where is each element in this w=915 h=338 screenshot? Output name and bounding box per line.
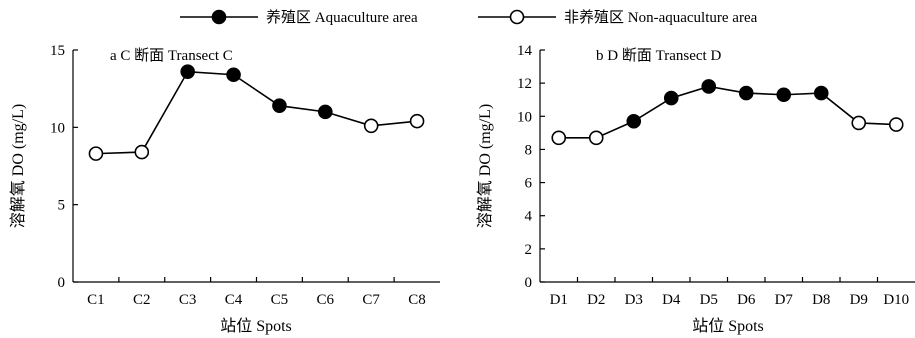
aquaculture-point	[701, 79, 717, 94]
aquaculture-point	[776, 87, 792, 103]
y-axis-title: 溶解氧 DO (mg/L)	[476, 104, 494, 228]
x-tick-label: C7	[362, 292, 380, 308]
x-tick-label: C2	[133, 292, 151, 308]
chart-title: a C 断面 Transect C	[110, 47, 233, 64]
non-aquaculture-point	[888, 117, 904, 132]
chart-panel-a: a C 断面 Transect C 站位 Spots 溶解氧 DO (mg/L)…	[9, 43, 440, 335]
x-tick-label: D5	[700, 292, 718, 308]
y-tick-label: 4	[525, 209, 533, 225]
series-line	[95, 70, 418, 155]
aquaculture-point	[226, 67, 241, 83]
x-tick-label: D2	[587, 292, 605, 308]
x-tick-label: C4	[225, 292, 243, 308]
y-tick-label: 8	[525, 142, 533, 158]
y-tick-label: 12	[517, 76, 532, 92]
x-tick-label: D6	[737, 292, 756, 308]
aquaculture-point	[318, 104, 333, 120]
series-line	[558, 85, 897, 139]
non-aquaculture-point	[88, 146, 104, 161]
aquaculture-point	[663, 90, 679, 106]
legend-aquaculture-label: 养殖区 Aquaculture area	[266, 9, 418, 26]
aquaculture-point	[813, 85, 829, 101]
y-tick-label: 10	[50, 120, 65, 136]
y-tick-label: 15	[50, 43, 65, 59]
x-tick-label: C6	[317, 292, 335, 308]
x-tick-label: C8	[408, 292, 426, 308]
legend: 养殖区 Aquaculture area 非养殖区 Non-aquacultur…	[180, 9, 758, 26]
y-axis-title: 溶解氧 DO (mg/L)	[9, 104, 27, 228]
non-aquaculture-point	[588, 130, 604, 146]
y-tick-label: 10	[517, 109, 532, 125]
chart-title: b D 断面 Transect D	[596, 47, 721, 64]
x-axis-title: 站位 Spots	[220, 317, 292, 335]
x-tick-label: D9	[850, 292, 868, 308]
aquaculture-point	[180, 64, 195, 79]
non-aquaculture-point	[363, 118, 379, 134]
aquaculture-point	[738, 85, 754, 101]
x-tick-label: D4	[662, 292, 681, 308]
legend-non-aquaculture-label: 非养殖区 Non-aquaculture area	[564, 9, 758, 26]
x-axis-title: 站位 Spots	[692, 317, 764, 335]
x-tick-label: D1	[550, 292, 568, 308]
x-tick-label: D8	[812, 292, 830, 308]
y-tick-label: 5	[58, 198, 66, 214]
x-tick-label: D3	[625, 292, 643, 308]
x-tick-label: D7	[775, 292, 794, 308]
y-tick-label: 6	[525, 176, 533, 192]
x-tick-label: C5	[271, 292, 289, 308]
y-tick-label: 0	[525, 275, 533, 291]
x-tick-label: C3	[179, 292, 197, 308]
chart-panel-b: b D 断面 Transect D 站位 Spots 溶解氧 DO (mg/L)…	[476, 43, 915, 335]
non-aquaculture-point	[409, 113, 425, 129]
non-aquaculture-point	[851, 115, 867, 131]
x-tick-label: C1	[87, 292, 105, 308]
legend-non-aquaculture-marker	[509, 9, 525, 25]
y-tick-label: 14	[517, 43, 533, 59]
legend-aquaculture-marker	[211, 9, 227, 25]
aquaculture-point	[272, 98, 287, 113]
y-tick-label: 0	[58, 275, 66, 291]
non-aquaculture-point	[134, 144, 150, 160]
aquaculture-point	[626, 113, 642, 129]
x-tick-label: D10	[883, 292, 909, 308]
y-tick-label: 2	[525, 242, 533, 258]
non-aquaculture-point	[551, 130, 567, 146]
